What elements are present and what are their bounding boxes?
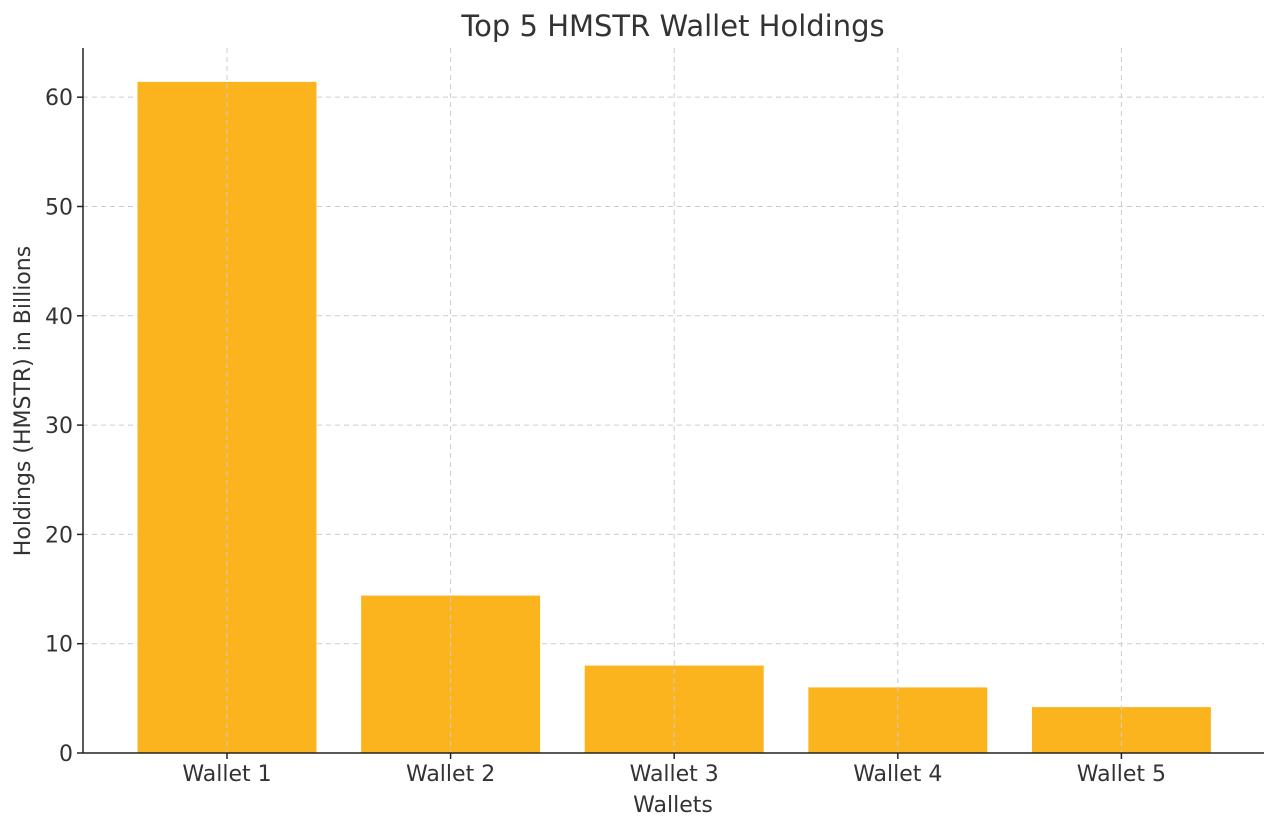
y-tick-label: 60: [45, 86, 73, 111]
x-axis-label: Wallets: [633, 793, 713, 818]
y-tick-label: 20: [45, 523, 73, 548]
y-tick-label: 10: [45, 633, 73, 658]
y-tick-label: 50: [45, 195, 73, 220]
bar: [1031, 707, 1211, 753]
x-tick-label: Wallet 1: [182, 762, 271, 787]
y-tick-label: 30: [45, 414, 73, 439]
y-tick-label: 40: [45, 305, 73, 330]
x-tick-label: Wallet 4: [853, 762, 942, 787]
bars: [137, 48, 1211, 753]
x-tick-label: Wallet 2: [406, 762, 495, 787]
chart-title: Top 5 HMSTR Wallet Holdings: [460, 9, 884, 43]
y-axis-label: Holdings (HMSTR) in Billions: [11, 246, 36, 556]
x-tick-label: Wallet 5: [1077, 762, 1166, 787]
tick-labels: 0 10 20 30 40 50 60 Wallet 1 Wallet 2 Wallet 3 Wal…: [45, 86, 1166, 787]
y-tick-label: 0: [59, 742, 73, 767]
grid: [83, 96, 1264, 645]
x-tick-label: Wallet 3: [630, 762, 719, 787]
